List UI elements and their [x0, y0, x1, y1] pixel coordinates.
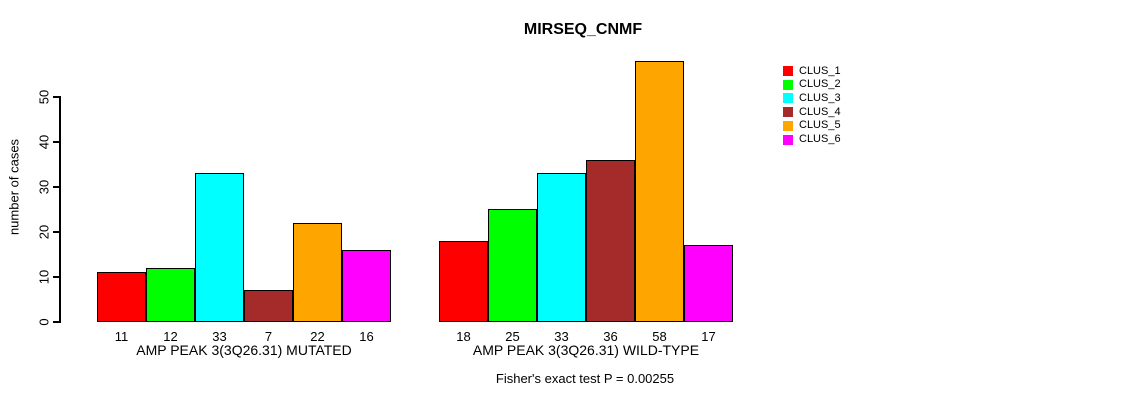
y-tick-label: 40 — [36, 134, 52, 150]
legend-swatch — [783, 134, 793, 145]
y-tick-mark — [53, 276, 61, 278]
legend-label: CLUS_5 — [799, 119, 841, 132]
bar-value-label: 7 — [264, 329, 273, 344]
legend-item-clus_3: CLUS_3 — [783, 91, 841, 104]
y-axis-label: number of cases — [6, 138, 22, 236]
bar-clus_1-group1 — [97, 272, 146, 322]
bar-clus_4-group1 — [244, 290, 293, 322]
y-tick-mark — [53, 141, 61, 143]
bar-value-label: 11 — [114, 329, 129, 344]
legend-label: CLUS_3 — [799, 91, 841, 104]
legend-label: CLUS_4 — [799, 105, 841, 118]
y-tick-label: 20 — [36, 224, 52, 240]
y-tick-mark — [53, 186, 61, 188]
bar-value-label: 36 — [603, 329, 618, 344]
y-tick-label: 0 — [36, 318, 52, 326]
bar-value-label: 17 — [701, 329, 716, 344]
bar-value-label: 12 — [163, 329, 178, 344]
chart-title: MIRSEQ_CNMF — [523, 21, 643, 38]
bar-clus_3-group1 — [195, 173, 244, 322]
fisher-test-footnote: Fisher's exact test P = 0.00255 — [495, 371, 675, 386]
y-tick-label: 10 — [36, 269, 52, 285]
bar-value-label: 16 — [359, 329, 374, 344]
bar-value-label: 33 — [212, 329, 227, 344]
bar-clus_6-group1 — [342, 250, 391, 322]
bar-clus_2-group1 — [146, 268, 195, 322]
legend-swatch — [783, 79, 793, 90]
legend-item-clus_4: CLUS_4 — [783, 105, 841, 118]
legend-label: CLUS_6 — [799, 133, 841, 145]
bar-clus_1-group2 — [439, 241, 488, 322]
bar-value-label: 22 — [310, 329, 325, 344]
bar-value-label: 18 — [456, 329, 471, 344]
group-label-mutated: AMP PEAK 3(3Q26.31) MUTATED — [136, 342, 352, 358]
y-tick-label: 50 — [36, 89, 52, 105]
legend-item-clus_1: CLUS_1 — [783, 64, 841, 77]
bar-value-label: 58 — [652, 329, 667, 344]
bar-clus_3-group2 — [537, 173, 586, 322]
group-label-wild-type: AMP PEAK 3(3Q26.31) WILD-TYPE — [472, 342, 700, 358]
legend-label: CLUS_2 — [799, 78, 841, 91]
bar-clus_6-group2 — [684, 245, 733, 322]
bar-value-label: 33 — [554, 329, 569, 344]
bar-clus_2-group2 — [488, 209, 537, 322]
legend-swatch — [783, 107, 793, 118]
legend-swatch — [783, 120, 793, 131]
legend-swatch — [783, 93, 793, 104]
y-tick-mark — [53, 96, 61, 98]
bar-clus_5-group1 — [293, 223, 342, 322]
legend-item-clus_2: CLUS_2 — [783, 79, 841, 90]
bar-clus_4-group2 — [586, 160, 635, 322]
y-tick-label: 30 — [36, 179, 52, 195]
legend-item-clus_5: CLUS_5 — [783, 120, 841, 131]
legend-swatch — [783, 66, 793, 76]
y-tick-mark — [53, 231, 61, 233]
y-tick-mark — [53, 321, 61, 323]
legend-label: CLUS_1 — [799, 64, 841, 77]
bar-value-label: 25 — [505, 329, 520, 344]
y-axis-line — [59, 96, 61, 323]
legend-item-clus_6: CLUS_6 — [783, 134, 841, 145]
bar-clus_5-group2 — [635, 61, 684, 322]
